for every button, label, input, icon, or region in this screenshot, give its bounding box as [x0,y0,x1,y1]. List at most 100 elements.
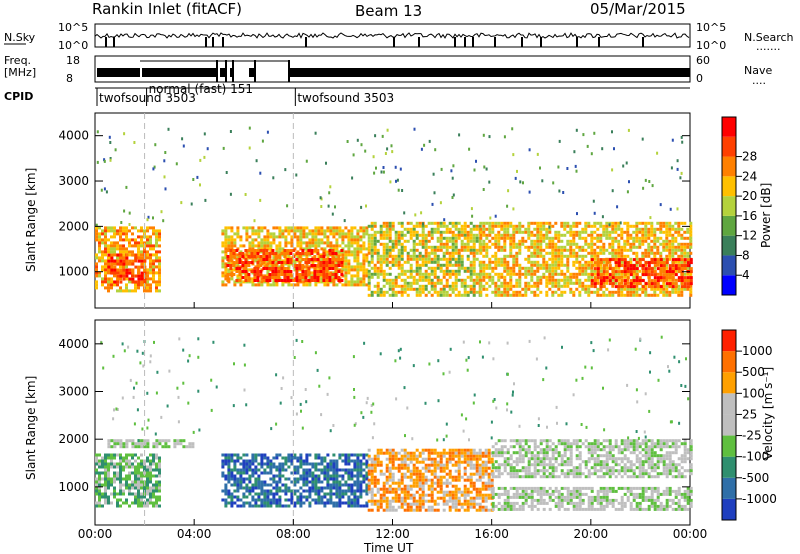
echo-cell [638,287,642,291]
echo-cell [433,221,437,225]
echo-cell [328,264,332,267]
nave-tick-top: 60 [696,54,710,67]
echo-cell [305,474,309,478]
echo-cell [143,241,146,245]
echo-cell [614,261,618,265]
echo-cell [662,239,666,243]
echo-cell [629,293,633,297]
echo-cell [593,254,597,258]
echo-cell [164,442,168,446]
echo-cell [257,241,261,245]
echo-cell [298,279,302,282]
nsky-gap-mark [105,37,107,47]
echo-cell [524,287,528,291]
echo-cell [671,224,675,228]
echo-cell [479,266,483,270]
echo-cell [230,471,234,475]
echo-cell [224,277,228,281]
echo-cell [137,504,140,508]
echo-cell [122,465,125,469]
echo-cell [98,244,101,248]
echo-cell [104,456,107,460]
echo-cell [373,239,377,243]
echo-cell [329,489,333,493]
echo-cell [674,236,678,240]
echo-cell [560,248,564,252]
echo-cell [391,487,395,491]
echo-cell [266,274,270,278]
echo-cell [266,498,270,502]
echo-cell [641,236,645,240]
echo-cell [152,468,155,472]
echo-cell [430,221,434,225]
echo-cell [518,272,522,276]
echo-cell [254,259,258,263]
echo-cell [356,459,360,463]
echo-cell [332,465,336,469]
echo-cell [605,261,609,265]
echo-cell [314,238,318,242]
echo-cell [286,252,290,255]
echo-cell [313,267,317,270]
echo-cell [260,483,264,487]
echo-cell [454,221,458,225]
echo-cell [400,463,404,467]
echo-cell [254,498,258,502]
echo-cell [281,468,285,472]
echo-cell [545,290,549,294]
echo-cell [131,442,135,446]
echo-cell [352,153,355,157]
echo-cell [686,282,690,286]
echo-cell [155,489,158,493]
echo-cell [394,236,398,240]
echo-cell [472,239,476,243]
echo-cell [260,486,264,490]
echo-cell [266,262,270,266]
echo-cell [569,290,573,294]
echo-cell [373,269,377,273]
echo-cell [365,501,369,505]
echo-cell [158,474,161,478]
echo-cell [254,238,258,242]
echo-cell [254,471,258,475]
echo-cell [173,439,177,443]
echo-cell [463,221,467,225]
echo-cell [137,483,140,487]
echo-cell [635,290,639,294]
echo-cell [101,253,104,257]
echo-cell [281,232,285,236]
echo-cell [539,254,543,258]
echo-cell [137,283,140,287]
echo-cell [569,272,573,276]
echo-cell [286,267,290,270]
echo-cell [308,453,312,457]
echo-cell [641,230,645,234]
echo-cell [391,451,395,455]
echo-cell [319,264,323,267]
echo-cell [239,250,243,254]
echo-cell [257,492,261,496]
echo-cell [458,133,461,137]
echo-cell [616,205,619,209]
echo-cell [329,271,333,275]
echo-cell [388,278,392,282]
echo-cell [113,235,116,239]
echo-cell [122,238,125,242]
echo-cell [451,251,455,255]
echo-cell [328,267,332,270]
echo-cell [628,180,630,184]
echo-cell [551,266,555,270]
echo-cell [674,239,678,243]
echo-cell [329,468,333,472]
echo-cell [370,466,374,470]
echo-cell [500,233,504,237]
echo-cell [224,250,228,254]
echo-cell [479,242,483,246]
echo-cell [257,480,261,484]
echo-cell [365,477,369,481]
echo-cell [650,239,654,243]
echo-cell [635,245,639,249]
echo-cell [254,265,258,269]
echo-cell [653,293,657,297]
echo-cell [689,224,693,228]
